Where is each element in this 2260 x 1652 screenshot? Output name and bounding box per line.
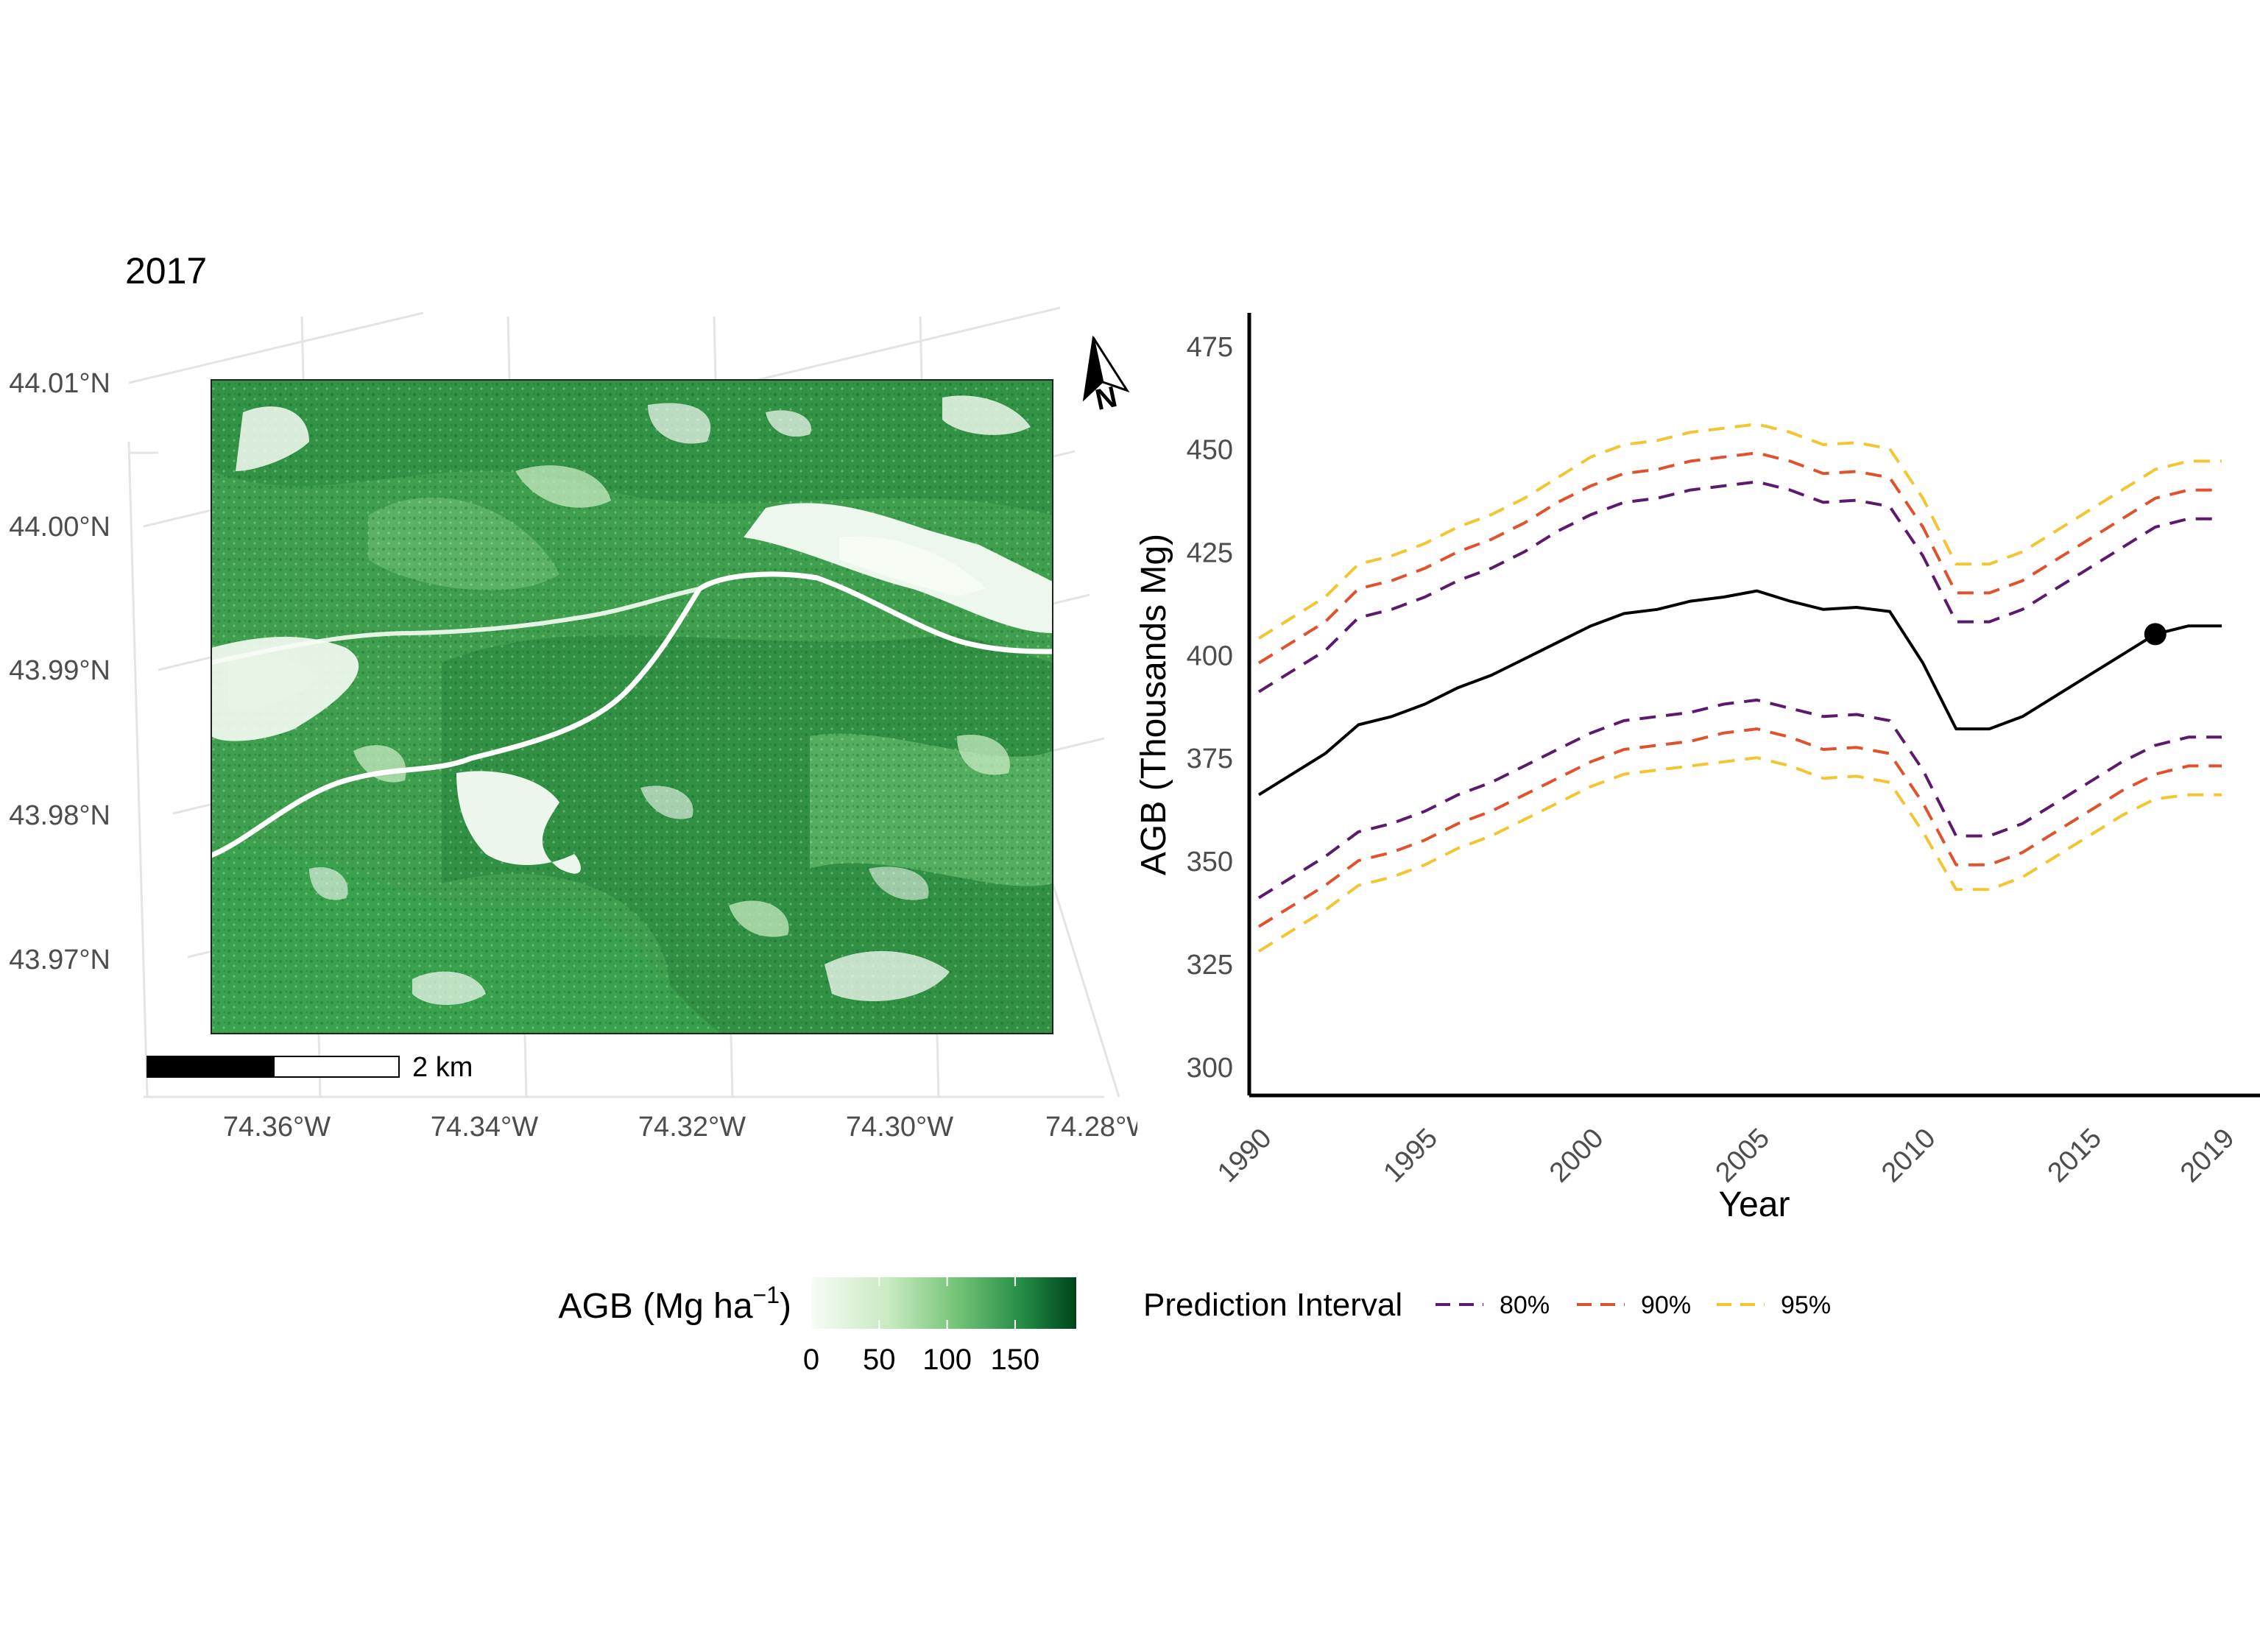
lon-label: 74.28°W: [1045, 1112, 1153, 1143]
map-panel: 44.01°N 44.00°N 43.99°N 43.98°N 43.97°N …: [9, 306, 1167, 1148]
figure-title: 2017: [125, 250, 207, 292]
y-tick-label: 475: [1187, 332, 1233, 363]
pi-legend-title: Prediction Interval: [1143, 1287, 1402, 1323]
y-axis-title: AGB (Thousands Mg): [1134, 534, 1173, 875]
colorbar-tick-label: 100: [922, 1344, 972, 1376]
x-axis-title: Year: [1719, 1185, 1790, 1224]
agb-raster: [211, 380, 1053, 1034]
lat-label: 43.97°N: [9, 945, 110, 975]
road-secondary: [211, 587, 700, 665]
y-tick-label: 425: [1187, 537, 1233, 568]
series-line-pi-90-lower: [1257, 727, 2222, 928]
agb-colorbar-legend: AGB (Mg ha−1) 0 50 100 150: [558, 1277, 1076, 1376]
lat-label: 44.00°N: [9, 512, 110, 543]
y-tick-labels: 300 325 350 375 400 425 450 475: [1187, 332, 1233, 1084]
north-arrow-icon: N: [1082, 335, 1130, 417]
x-tick-label: 2015: [2042, 1123, 2108, 1188]
x-tick-label: 1990: [1212, 1123, 1277, 1188]
agb-colorbar-ticks: 0 50 100 150: [803, 1277, 1039, 1376]
series-line-pi-95-lower: [1257, 756, 2222, 953]
x-tick-label: 2010: [1876, 1123, 1941, 1188]
map-frame: [211, 379, 1053, 1034]
lat-label: 44.01°N: [9, 368, 110, 399]
lat-axis-labels: 44.01°N 44.00°N 43.99°N 43.98°N 43.97°N: [9, 368, 110, 975]
lon-label: 74.30°W: [846, 1112, 953, 1143]
colorbar-tick-label: 0: [803, 1344, 819, 1376]
y-tick-label: 300: [1187, 1053, 1233, 1084]
x-tick-label: 1995: [1378, 1123, 1444, 1188]
lat-label: 43.98°N: [9, 800, 110, 831]
series-line-pi-80-lower: [1257, 698, 2222, 900]
scale-bar-label: 2 km: [412, 1052, 473, 1083]
y-tick-label: 325: [1187, 950, 1233, 981]
road-main: [211, 571, 1053, 858]
y-tick-label: 350: [1187, 847, 1233, 878]
colorbar-tick-label: 50: [863, 1344, 896, 1376]
lat-label: 43.99°N: [9, 655, 110, 686]
lon-label: 74.34°W: [431, 1112, 538, 1143]
pi-legend-label: 80%: [1500, 1291, 1550, 1319]
series-lines: [1257, 423, 2222, 953]
colorbar-tick-label: 150: [991, 1344, 1040, 1376]
y-tick-label: 375: [1187, 744, 1233, 774]
highlight-point: [2144, 623, 2167, 646]
x-tick-label: 2000: [1544, 1123, 1609, 1188]
agb-line-chart: 300 325 350 375 400 425 450 475 1990 1995 2000 200…: [1134, 313, 2260, 1224]
series-line-pi-90-upper: [1257, 451, 2222, 665]
agb-legend-title: AGB (Mg ha−1): [558, 1282, 791, 1326]
series-line-estimate: [1257, 589, 2222, 797]
lon-label: 74.36°W: [223, 1112, 331, 1143]
pi-legend-label: 95%: [1781, 1291, 1831, 1319]
x-tick-label: 2019: [2175, 1123, 2240, 1188]
pi-legend-label: 90%: [1641, 1291, 1691, 1319]
pi-legend-keys: 80% 90% 95%: [1436, 1291, 1831, 1319]
series-line-pi-95-upper: [1257, 423, 2222, 640]
lon-axis-labels: 74.36°W 74.34°W 74.32°W 74.30°W 74.28°W: [223, 1112, 1153, 1143]
x-tick-label: 2005: [1710, 1123, 1776, 1188]
lon-label: 74.32°W: [638, 1112, 746, 1143]
y-tick-label: 450: [1187, 435, 1233, 466]
agb-colorbar: [811, 1277, 1076, 1329]
prediction-interval-legend: Prediction Interval 80% 90% 95%: [1143, 1287, 1831, 1323]
chart-axes: [1247, 313, 2260, 1098]
y-tick-label: 400: [1187, 640, 1233, 671]
x-tick-labels: 1990 1995 2000 2005 2010 2015 2019: [1212, 1123, 2240, 1188]
series-line-pi-80-upper: [1257, 480, 2222, 693]
scale-bar: 2 km: [146, 1052, 473, 1083]
